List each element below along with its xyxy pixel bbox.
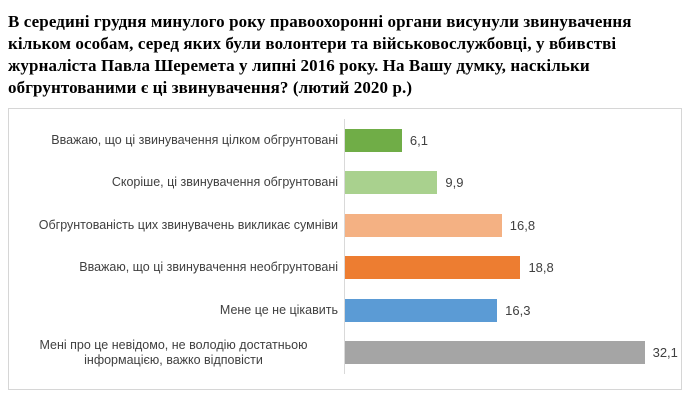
- value-label: 16,8: [509, 217, 536, 233]
- plot-area: 18,8: [344, 246, 681, 289]
- survey-question-title: В середині грудня минулого року правоохо…: [0, 0, 690, 99]
- title-line-1: В середині грудня минулого року правоохо…: [8, 12, 632, 31]
- value-label: 32,1: [652, 345, 678, 361]
- plot-area: 16,3: [344, 289, 681, 332]
- value-label: 6,1: [409, 132, 428, 148]
- chart-rows: Вважаю, що ці звинувачення цілком обгрун…: [9, 119, 681, 374]
- category-label: Скоріше, ці звинувачення обгрунтовані: [111, 175, 338, 190]
- chart-frame: Вважаю, що ці звинувачення цілком обгрун…: [8, 108, 682, 390]
- category-label: Мені про це невідомо, не володію достатн…: [39, 337, 308, 367]
- chart-row: Мені про це невідомо, не володію достатн…: [9, 331, 681, 374]
- bar: [345, 341, 645, 365]
- plot-area: 16,8: [344, 204, 681, 247]
- chart-row: Вважаю, що ці звинувачення необгрунтован…: [9, 246, 681, 289]
- title-line-3: журналіста Павла Шеремета у липні 2016 р…: [8, 56, 590, 75]
- chart-row: Скоріше, ці звинувачення обгрунтовані 9,9: [9, 161, 681, 204]
- category-label: Обгрунтованість цих звинувачень викликає…: [38, 217, 338, 232]
- chart-row: Мене це не цікавить 16,3: [9, 289, 681, 332]
- bar: [345, 128, 402, 152]
- bar: [345, 213, 502, 237]
- bar: [345, 256, 521, 280]
- value-label: 9,9: [445, 175, 464, 191]
- bar: [345, 171, 438, 195]
- bar: [345, 298, 498, 322]
- plot-area: 6,1: [344, 119, 681, 162]
- category-label: Мене це не цікавить: [219, 302, 338, 317]
- category-label: Вважаю, що ці звинувачення необгрунтован…: [79, 260, 338, 275]
- value-label: 18,8: [528, 260, 554, 276]
- title-line-4: обгрунтованими є ці звинувачення? (лютий…: [8, 78, 413, 97]
- category-label: Вважаю, що ці звинувачення цілком обгрун…: [51, 132, 338, 147]
- value-label: 16,3: [505, 302, 531, 318]
- title-line-2: кільком особам, серед яких були волонтер…: [8, 34, 617, 53]
- plot-area: 9,9: [344, 161, 681, 204]
- chart-row: Вважаю, що ці звинувачення цілком обгрун…: [9, 119, 681, 162]
- plot-area: 32,1: [344, 331, 681, 374]
- chart-row: Обгрунтованість цих звинувачень викликає…: [9, 204, 681, 247]
